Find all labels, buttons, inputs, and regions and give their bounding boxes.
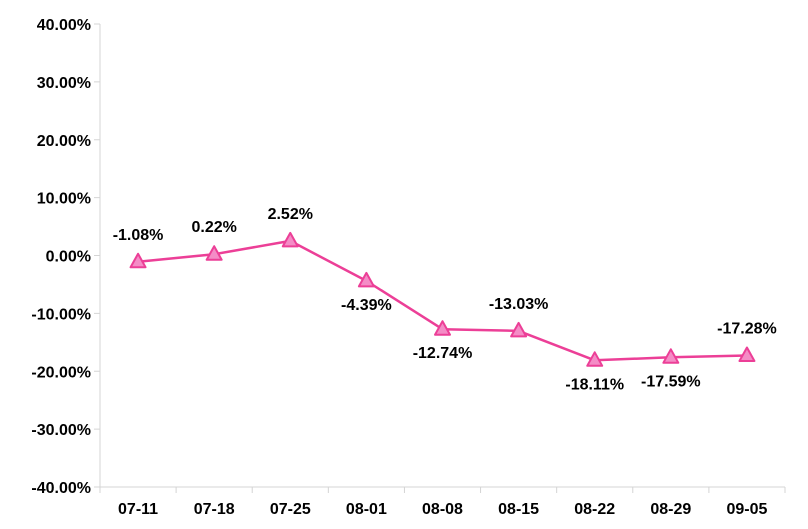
data-point-marker xyxy=(205,245,223,261)
data-label: -17.28% xyxy=(717,321,777,338)
y-tick-label: -40.00% xyxy=(31,480,91,497)
y-axis-ticks: 40.00% 30.00% 20.00% 10.00% 0.00% -10.00% -20.… xyxy=(31,17,100,497)
data-point-marker xyxy=(281,231,299,248)
data-label: -12.74% xyxy=(413,345,473,362)
data-label: -4.39% xyxy=(341,297,392,314)
data-label: -1.08% xyxy=(113,227,164,244)
x-axis-ticks: 07-11 07-18 07-25 08-01 08-08 08-15 08-22 08-29… xyxy=(99,487,786,518)
x-tick-label: 09-05 xyxy=(726,501,767,518)
y-tick-label: -10.00% xyxy=(31,306,91,323)
x-tick-label: 08-01 xyxy=(346,501,387,518)
data-label: 2.52% xyxy=(268,206,313,223)
y-tick-label: -30.00% xyxy=(31,422,91,439)
x-tick-label: 08-22 xyxy=(574,501,615,518)
data-point-marker xyxy=(662,348,680,364)
data-point-marker xyxy=(434,320,451,336)
data-label: -13.03% xyxy=(489,296,549,313)
data-label: -18.11% xyxy=(565,376,624,393)
data-point-marker xyxy=(357,271,375,288)
x-tick-label: 08-15 xyxy=(498,501,539,518)
y-tick-label: 10.00% xyxy=(37,191,91,208)
series-line xyxy=(137,239,747,362)
x-tick-label: 08-08 xyxy=(422,501,463,518)
series-group xyxy=(129,231,756,367)
data-labels: -1.08% 0.22% 2.52% -4.39% -12.74% -13.03% -18.… xyxy=(113,206,777,393)
x-tick-label: 08-29 xyxy=(650,501,691,518)
y-tick-label: 0.00% xyxy=(46,249,91,266)
y-tick-label: 30.00% xyxy=(37,75,91,92)
x-tick-label: 07-11 xyxy=(118,501,158,518)
x-tick-label: 07-18 xyxy=(194,501,235,518)
y-tick-label: -20.00% xyxy=(31,364,91,381)
y-tick-label: 20.00% xyxy=(37,133,91,150)
data-point-marker xyxy=(129,252,147,269)
data-point-marker xyxy=(586,351,604,367)
x-tick-label: 07-25 xyxy=(270,501,311,518)
data-point-marker xyxy=(510,321,528,338)
data-point-marker xyxy=(738,346,756,363)
data-label: 0.22% xyxy=(191,219,236,236)
data-label: -17.59% xyxy=(641,373,701,390)
y-tick-label: 40.00% xyxy=(37,17,91,34)
